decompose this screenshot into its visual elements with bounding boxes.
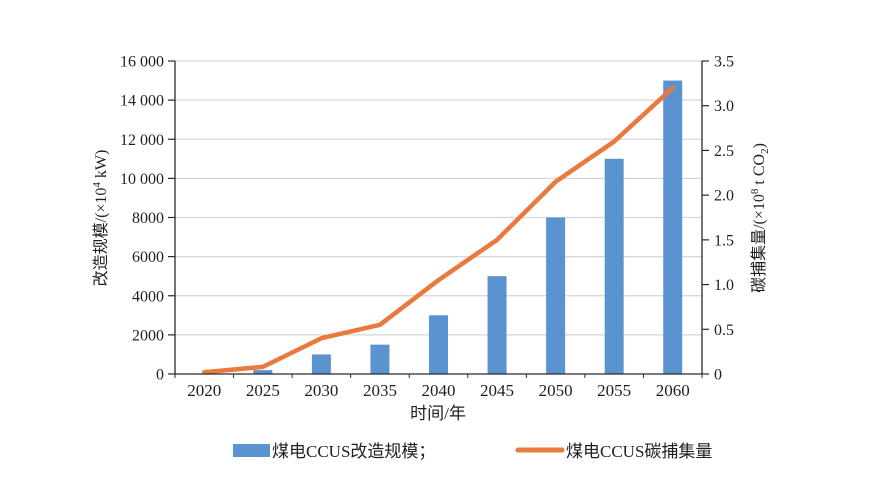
right-tick-label: 2.5 — [714, 143, 734, 160]
right-tick-label: 2.0 — [714, 188, 734, 205]
bar-2025 — [253, 370, 273, 374]
left-tick-label: 6000 — [132, 249, 164, 266]
right-tick-label: 0 — [714, 367, 722, 384]
left-axis-title: 改造规模/(×104 kW) — [91, 150, 110, 287]
left-tick-label: 2000 — [132, 327, 164, 344]
x-tick-label-2025: 2025 — [246, 381, 280, 400]
right-axis-tick-labels: 0 0.5 1.0 1.5 2.0 2.5 3.0 3.5 — [714, 54, 734, 384]
x-tick-label-2055: 2055 — [597, 381, 631, 400]
x-tick-label-2030: 2030 — [304, 381, 338, 400]
x-tick-label-2040: 2040 — [422, 381, 456, 400]
bar-2040 — [429, 315, 448, 374]
right-tick-label: 3.0 — [714, 98, 734, 115]
x-axis-title: 时间/年 — [410, 404, 466, 423]
x-tick-label-2045: 2045 — [480, 381, 514, 400]
bar-2035 — [370, 344, 390, 374]
legend-bar-label: 煤电CCUS改造规模； — [272, 442, 435, 461]
right-tick-label: 3.5 — [714, 54, 734, 71]
left-tick-label: 12 000 — [120, 132, 164, 149]
x-tick-label-2020: 2020 — [187, 381, 221, 400]
bar-series — [253, 80, 683, 374]
capture-line — [202, 85, 675, 375]
legend-bar-swatch — [233, 444, 270, 457]
bar-2050 — [546, 217, 566, 374]
right-tick-label: 1.0 — [714, 277, 734, 294]
axes — [168, 60, 709, 378]
bar-2055 — [604, 158, 624, 374]
x-tick-label-2050: 2050 — [539, 381, 573, 400]
left-tick-label: 0 — [156, 367, 164, 384]
x-tick-label-2035: 2035 — [363, 381, 397, 400]
right-tick-label: 1.5 — [714, 232, 734, 249]
left-tick-label: 14 000 — [120, 93, 164, 110]
x-axis-tick-labels: 2020 2025 2030 2035 2040 2045 2050 2055 2060 — [187, 381, 689, 400]
bar-2060 — [663, 80, 683, 374]
left-axis-tick-labels: 0 2000 4000 6000 8000 10 000 12 000 14 000 16 00… — [120, 54, 164, 384]
x-tick-label-2060: 2060 — [656, 381, 690, 400]
legend-line-label: 煤电CCUS碳捕集量 — [566, 442, 712, 461]
right-axis-title: 碳捕集量/(×108 t CO2) — [749, 143, 771, 293]
gridlines — [175, 60, 702, 336]
bar-2045 — [487, 276, 507, 374]
right-tick-label: 0.5 — [714, 322, 734, 339]
left-tick-label: 16 000 — [120, 54, 164, 71]
chart-legend: 煤电CCUS改造规模； 煤电CCUS碳捕集量 — [233, 442, 712, 461]
left-tick-label: 10 000 — [120, 171, 164, 188]
line-series — [202, 85, 675, 375]
left-tick-label: 4000 — [132, 288, 164, 305]
left-tick-label: 8000 — [132, 210, 164, 227]
bar-2030 — [311, 354, 331, 374]
